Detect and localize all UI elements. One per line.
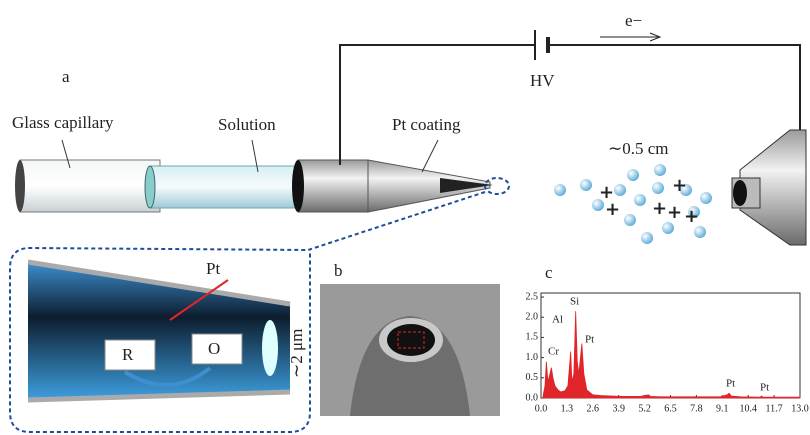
peak-label: Si (570, 296, 579, 308)
svg-text:+: + (605, 199, 620, 220)
x-tick-label: 2.6 (587, 403, 600, 414)
label-solution: Solution (218, 115, 276, 134)
sem-image (320, 284, 500, 416)
figure: a Glass capillary Solution Pt coating HV… (0, 0, 810, 435)
inset-o: O (208, 339, 220, 358)
panel-label: b (334, 261, 343, 280)
svg-text:+: + (667, 202, 682, 223)
detector (732, 130, 806, 245)
label-glass-capillary: Glass capillary (12, 113, 114, 132)
label-distance: ∼0.5 cm (608, 139, 669, 158)
y-tick-label: 1.5 (526, 332, 539, 343)
inset-pt: Pt (206, 259, 220, 278)
x-tick-label: 3.9 (612, 403, 625, 414)
label-hv: HV (530, 71, 555, 90)
x-tick-label: 10.4 (739, 403, 757, 414)
droplets (554, 164, 712, 244)
x-tick-label: 6.5 (664, 403, 677, 414)
page: a Glass capillary Solution Pt coating HV… (0, 0, 810, 435)
label-electron: e− (625, 11, 642, 30)
y-tick-label: 0.0 (526, 392, 539, 403)
cations: +++ +++ (599, 175, 699, 227)
inset-r: R (122, 345, 134, 364)
x-tick-label: 7.8 (690, 403, 703, 414)
peak-label: Pt (726, 378, 735, 390)
capillary (15, 160, 493, 212)
eds-spectrum: 0.0 0.5 1.0 1.5 2.0 2.5 0.0 1.3 2.6 3.9 5.2 6.5 7.8 9… (526, 291, 809, 414)
peak-label: Pt (585, 334, 594, 346)
inset-size: ∼2 μm (287, 329, 306, 378)
x-tick-label: 5.2 (638, 403, 651, 414)
svg-text:+: + (672, 175, 687, 196)
y-tick-label: 2.0 (526, 312, 539, 323)
peak-label: Al (552, 314, 563, 326)
svg-text:+: + (652, 198, 667, 219)
x-tick-label: 0.0 (535, 403, 548, 414)
x-tick-label: 9.1 (716, 403, 729, 414)
circuit (340, 30, 800, 165)
x-tick-label: 13.0 (791, 403, 809, 414)
y-tick-label: 1.0 (526, 352, 539, 363)
x-tick-label: 1.3 (561, 403, 574, 414)
y-tick-label: 0.5 (526, 372, 539, 383)
y-tick-label: 2.5 (526, 291, 539, 302)
panel-label: a (62, 67, 70, 86)
label-pt-coating: Pt coating (392, 115, 461, 134)
svg-text:+: + (684, 206, 699, 227)
x-tick-label: 11.7 (766, 403, 783, 414)
peak-label: Cr (548, 346, 559, 358)
panel-label: c (545, 263, 553, 282)
peak-label: Pt (760, 382, 769, 394)
